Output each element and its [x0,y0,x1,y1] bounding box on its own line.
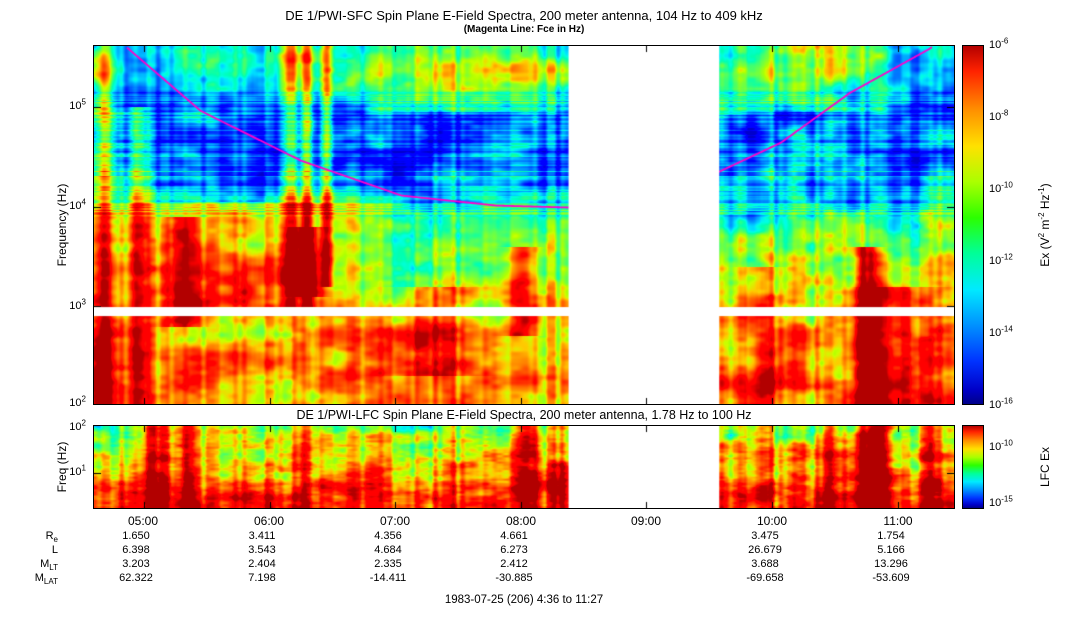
sfc-colorbar-label: Ex (V2 m-2 Hz-1) [1037,183,1052,267]
ephemeris-value: 3.688 [751,558,779,570]
sfc-ytick-1e3: 103 [69,297,86,312]
lfc-colorbar-label: LFC Ex [1038,447,1052,488]
ephemeris-value: 7.198 [248,572,276,584]
ephemeris-label-re: Re [45,530,58,545]
sfc-ytick-1e4: 104 [69,197,86,212]
lfc-ytick-1e1: 101 [69,463,86,478]
ephemeris-value: 4.356 [374,530,402,542]
ephemeris-value: 3.543 [248,544,276,556]
ephemeris-value: -14.411 [369,572,407,584]
ephemeris-value: 6.398 [122,544,150,556]
sfc-ytick-1e5: 105 [69,97,86,112]
time-tick-1100: 11:00 [883,514,913,528]
ephemeris-value: 4.684 [374,544,402,556]
lfc-ytick-1e2: 102 [69,418,86,433]
ephemeris-value: 2.404 [248,558,276,570]
sfc-cbar-tick-1e-6: 10-6 [989,36,1009,51]
time-tick-1000: 10:00 [756,514,788,528]
ephemeris-value: 4.661 [500,530,528,542]
sfc-colorbar [962,45,984,405]
ephemeris-value: 3.475 [751,530,779,542]
lfc-title: DE 1/PWI-LFC Spin Plane E-Field Spectra,… [296,408,752,422]
sfc-y-axis-label: Frequency (Hz) [55,183,69,267]
ephemeris-value: 26.679 [748,544,782,556]
sfc-ytick-1e2: 102 [69,394,86,409]
sfc-spectrogram-panel [93,45,955,405]
ephemeris-value: 5.166 [877,544,905,556]
sfc-cbar-tick-1e-12: 10-12 [989,252,1013,267]
ephemeris-value: 2.412 [500,558,528,570]
sfc-title: DE 1/PWI-SFC Spin Plane E-Field Spectra,… [285,8,763,23]
lfc-colorbar [962,425,984,509]
ephemeris-value: 1.754 [877,530,905,542]
lfc-cbar-tick-1e-10: 10-10 [989,438,1013,453]
time-tick-0700: 07:00 [379,514,411,528]
ephemeris-label-mlt: MLT [40,558,58,573]
sfc-subtitle: (Magenta Line: Fce in Hz) [463,24,585,35]
sfc-cbar-tick-1e-10: 10-10 [989,180,1013,195]
sfc-cbar-tick-1e-16: 10-16 [989,396,1013,411]
time-tick-0500: 05:00 [127,514,159,528]
ephemeris-value: -69.658 [746,572,784,584]
ephemeris-value: -53.609 [872,572,910,584]
sfc-spectrogram-canvas [94,46,954,404]
sfc-cbar-tick-1e-14: 10-14 [989,324,1013,339]
ephemeris-label-l: L [51,544,58,556]
ephemeris-label-mlat: MLAT [34,572,58,587]
lfc-spectrogram-panel [93,425,955,509]
ephemeris-value: 13.296 [874,558,908,570]
time-tick-0600: 06:00 [253,514,285,528]
lfc-spectrogram-canvas [94,426,954,508]
sfc-cbar-tick-1e-8: 10-8 [989,108,1009,123]
ephemeris-value: 62.322 [119,572,153,584]
ephemeris-value: 2.335 [374,558,402,570]
ephemeris-value: 6.273 [500,544,528,556]
date-range-footer: 1983-07-25 (206) 4:36 to 11:27 [444,594,604,606]
ephemeris-value: -30.885 [495,572,533,584]
ephemeris-value: 3.411 [248,530,276,542]
time-tick-0800: 08:00 [505,514,537,528]
time-tick-0900: 09:00 [630,514,662,528]
lfc-cbar-tick-1e-15: 10-15 [989,494,1013,509]
ephemeris-value: 1.650 [122,530,150,542]
ephemeris-value: 3.203 [122,558,150,570]
